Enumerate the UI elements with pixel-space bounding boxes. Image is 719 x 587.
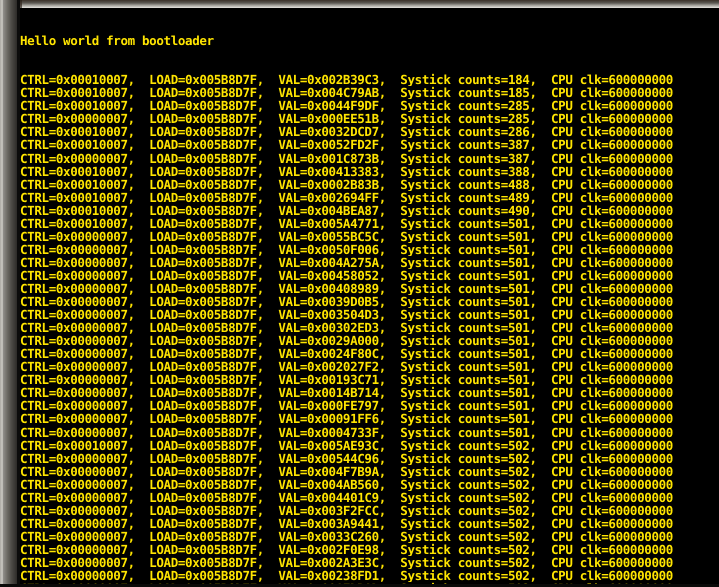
- log-line: CTRL=0x00000007, LOAD=0x005B8D7F, VAL=0x…: [20, 255, 673, 269]
- log-line: CTRL=0x00000007, LOAD=0x005B8D7F, VAL=0x…: [20, 490, 673, 504]
- log-line: CTRL=0x00000007, LOAD=0x005B8D7F, VAL=0x…: [20, 569, 673, 583]
- log-line: CTRL=0x00010007, LOAD=0x005B8D7F, VAL=0x…: [20, 190, 673, 204]
- log-line: CTRL=0x00010007, LOAD=0x005B8D7F, VAL=0x…: [20, 73, 673, 87]
- log-line-list: CTRL=0x00010007, LOAD=0x005B8D7F, VAL=0x…: [20, 73, 719, 584]
- log-line: CTRL=0x00000007, LOAD=0x005B8D7F, VAL=0x…: [20, 112, 673, 126]
- log-line: CTRL=0x00010007, LOAD=0x005B8D7F, VAL=0x…: [20, 216, 673, 230]
- log-line: CTRL=0x00000007, LOAD=0x005B8D7F, VAL=0x…: [20, 516, 673, 530]
- log-line: CTRL=0x00000007, LOAD=0x005B8D7F, VAL=0x…: [20, 464, 673, 478]
- bezel-inner-shadow: [17, 0, 20, 587]
- log-line: CTRL=0x00000007, LOAD=0x005B8D7F, VAL=0x…: [20, 347, 673, 361]
- log-line: CTRL=0x00000007, LOAD=0x005B8D7F, VAL=0x…: [20, 451, 673, 465]
- log-line: CTRL=0x00000007, LOAD=0x005B8D7F, VAL=0x…: [20, 268, 673, 282]
- log-line: CTRL=0x00000007, LOAD=0x005B8D7F, VAL=0x…: [20, 373, 673, 387]
- log-line: CTRL=0x00000007, LOAD=0x005B8D7F, VAL=0x…: [20, 334, 673, 348]
- log-line: CTRL=0x00010007, LOAD=0x005B8D7F, VAL=0x…: [20, 86, 673, 100]
- log-line: CTRL=0x00010007, LOAD=0x005B8D7F, VAL=0x…: [20, 203, 673, 217]
- window-left-border[interactable]: [0, 0, 20, 587]
- log-line: CTRL=0x00000007, LOAD=0x005B8D7F, VAL=0x…: [20, 281, 673, 296]
- log-line: CTRL=0x00010007, LOAD=0x005B8D7F, VAL=0x…: [20, 138, 673, 152]
- log-line: CTRL=0x00010007, LOAD=0x005B8D7F, VAL=0x…: [20, 438, 673, 452]
- log-line: CTRL=0x00010007, LOAD=0x005B8D7F, VAL=0x…: [20, 164, 673, 178]
- log-line: CTRL=0x00000007, LOAD=0x005B8D7F, VAL=0x…: [20, 151, 673, 165]
- log-line: CTRL=0x00000007, LOAD=0x005B8D7F, VAL=0x…: [20, 308, 673, 322]
- log-line: CTRL=0x00000007, LOAD=0x005B8D7F, VAL=0x…: [20, 555, 673, 570]
- log-line: CTRL=0x00000007, LOAD=0x005B8D7F, VAL=0x…: [20, 242, 673, 256]
- log-line: CTRL=0x00000007, LOAD=0x005B8D7F, VAL=0x…: [20, 295, 673, 309]
- log-line: CTRL=0x00000007, LOAD=0x005B8D7F, VAL=0x…: [20, 399, 673, 413]
- log-line: CTRL=0x00000007, LOAD=0x005B8D7F, VAL=0x…: [20, 542, 673, 556]
- log-line: CTRL=0x00010007, LOAD=0x005B8D7F, VAL=0x…: [20, 125, 673, 139]
- log-line: CTRL=0x00000007, LOAD=0x005B8D7F, VAL=0x…: [20, 386, 673, 400]
- log-line: CTRL=0x00000007, LOAD=0x005B8D7F, VAL=0x…: [20, 321, 673, 335]
- log-line: CTRL=0x00000007, LOAD=0x005B8D7F, VAL=0x…: [20, 529, 673, 543]
- log-line: CTRL=0x00000007, LOAD=0x005B8D7F, VAL=0x…: [20, 477, 673, 491]
- bezel-highlight: [1, 0, 3, 587]
- log-line: CTRL=0x00000007, LOAD=0x005B8D7F, VAL=0x…: [20, 582, 719, 584]
- window-bottom-edge: [0, 584, 719, 587]
- log-line: CTRL=0x00000007, LOAD=0x005B8D7F, VAL=0x…: [20, 412, 673, 426]
- log-line: CTRL=0x00000007, LOAD=0x005B8D7F, VAL=0x…: [20, 503, 673, 517]
- log-line: CTRL=0x00000007, LOAD=0x005B8D7F, VAL=0x…: [20, 425, 673, 439]
- log-line: CTRL=0x00000007, LOAD=0x005B8D7F, VAL=0x…: [20, 360, 673, 374]
- log-line: CTRL=0x00010007, LOAD=0x005B8D7F, VAL=0x…: [20, 99, 673, 113]
- log-line: CTRL=0x00000007, LOAD=0x005B8D7F, VAL=0x…: [20, 229, 673, 243]
- window-top-edge: [0, 0, 719, 8]
- log-line: CTRL=0x00010007, LOAD=0x005B8D7F, VAL=0x…: [20, 177, 673, 191]
- console-output-area[interactable]: Hello world from bootloader CTRL=0x00010…: [20, 8, 719, 584]
- boot-banner-line: Hello world from bootloader: [20, 34, 214, 48]
